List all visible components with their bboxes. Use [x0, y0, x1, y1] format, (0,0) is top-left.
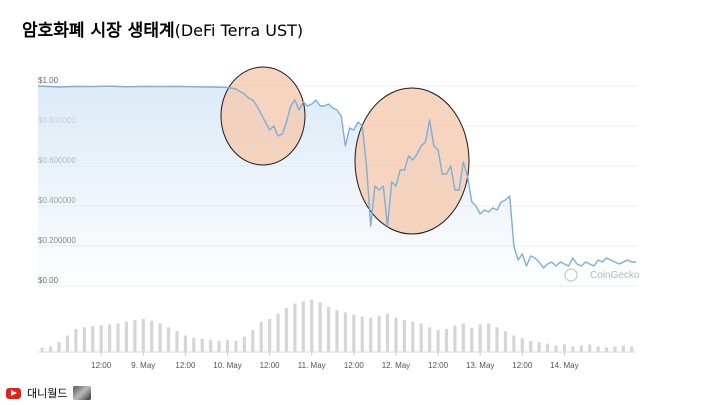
volume-bar	[588, 344, 592, 352]
volume-bar	[209, 339, 213, 352]
volume-bar	[116, 323, 120, 352]
volume-bar	[613, 346, 617, 352]
title-sub: (DeFi Terra UST)	[174, 21, 304, 40]
volume-bar	[428, 327, 432, 352]
volume-bar	[343, 312, 348, 352]
volume-bar	[276, 313, 280, 352]
x-tick-label: 12:00	[91, 361, 112, 370]
volume-bar	[360, 316, 364, 352]
x-tick-label: 12:00	[344, 361, 365, 370]
volume-bar	[82, 327, 86, 352]
x-tick-label: 12:00	[175, 361, 196, 370]
volume-bar	[91, 326, 95, 352]
y-tick-label: $1.00	[38, 76, 59, 85]
volume-bar	[242, 336, 246, 352]
volume-bar	[107, 324, 112, 352]
volume-bar	[57, 342, 61, 352]
price-area	[38, 86, 636, 286]
volume-bar	[124, 321, 129, 352]
price-line	[37, 85, 636, 269]
volume-bar	[461, 323, 465, 352]
volume-bar	[183, 335, 187, 352]
volume-bar	[478, 324, 482, 352]
x-tick-label: 13. May	[466, 361, 494, 370]
volume-bar	[377, 315, 381, 352]
volume-bar	[411, 321, 415, 352]
volume-bar	[49, 346, 53, 352]
highlight-circle-2	[354, 87, 470, 235]
volume-bar	[604, 347, 609, 352]
channel-avatar	[73, 386, 92, 400]
watermark-coingecko: CoinGecko	[590, 270, 640, 281]
x-tick-label: 10. May	[213, 361, 241, 370]
volume-bar	[444, 328, 449, 352]
volume-bar	[369, 317, 373, 352]
x-tick-label: 9. May	[131, 361, 155, 370]
volume-bar	[251, 330, 255, 352]
volume-bar	[74, 328, 78, 352]
volume-bar	[596, 346, 600, 352]
volume-bar	[335, 310, 339, 352]
x-tick-label: 12:00	[512, 361, 533, 370]
volume-bar	[394, 317, 398, 352]
volume-bar	[579, 345, 583, 352]
volume-bar	[630, 346, 634, 352]
volume-bar	[166, 327, 171, 352]
x-tick-label: 14. May	[550, 361, 578, 370]
volume-bar	[562, 344, 567, 352]
youtube-icon	[6, 387, 21, 399]
volume-bar	[436, 330, 440, 352]
volume-bar	[512, 335, 516, 352]
volume-bar	[419, 323, 423, 352]
title-main: 암호화폐 시장 생태계	[22, 21, 175, 41]
volume-bar	[571, 346, 575, 352]
volume-bar	[65, 335, 70, 352]
volume-bar	[225, 339, 230, 352]
footer-channel: 대니월드	[6, 385, 92, 401]
volume-bar	[453, 325, 457, 352]
volume-bar	[217, 341, 221, 352]
volume-bar	[40, 347, 44, 352]
volume-bar	[554, 345, 558, 352]
coingecko-logo-icon	[564, 268, 578, 282]
volume-bar	[385, 313, 390, 352]
x-tick-label: 12:00	[428, 361, 449, 370]
volume-bar	[268, 319, 272, 352]
volume-bar	[141, 319, 145, 352]
volume-bar	[192, 337, 196, 352]
x-tick-label: 12:00	[260, 361, 281, 370]
volume-bar	[545, 343, 550, 352]
volume-bar	[310, 299, 314, 352]
volume-bar	[301, 301, 305, 352]
volume-bar	[284, 308, 289, 352]
volume-bar	[495, 327, 499, 352]
volume-bar	[503, 331, 508, 352]
volume-bar	[158, 323, 162, 352]
volume-bar	[318, 302, 322, 352]
volume-bar	[326, 306, 331, 352]
volume-bar	[150, 320, 154, 352]
volume-bar	[520, 338, 524, 352]
volume-bar	[402, 320, 406, 352]
channel-name: 대니월드	[27, 387, 68, 400]
x-tick-label: 11. May	[298, 361, 326, 370]
volume-bar	[537, 342, 541, 352]
volume-bar	[293, 303, 297, 352]
volume-bar	[259, 321, 263, 352]
volume-bar	[234, 341, 238, 352]
volume-bar	[621, 345, 625, 352]
volume-bar	[470, 327, 474, 352]
x-tick-label: 12. May	[382, 361, 410, 370]
volume-bar	[99, 325, 103, 352]
volume-bar	[200, 338, 204, 352]
volume-bar	[352, 314, 356, 352]
volume-bar	[487, 323, 491, 352]
volume-bar	[529, 341, 533, 352]
volume-bar	[175, 331, 179, 352]
volume-bar	[133, 320, 137, 352]
page-title: 암호화폐 시장 생태계(DeFi Terra UST)	[22, 16, 303, 41]
